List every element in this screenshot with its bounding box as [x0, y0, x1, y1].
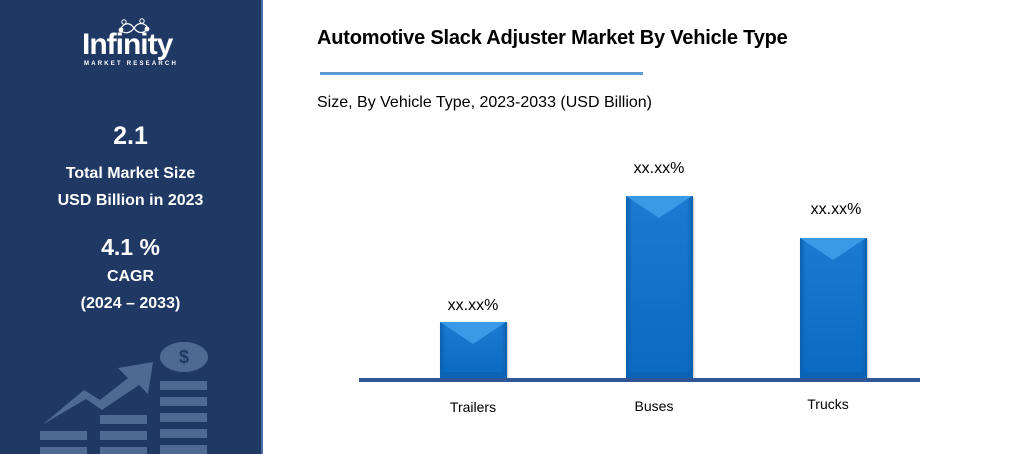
- cagr-value: 4.1 %: [101, 234, 160, 260]
- cagr-period: (2024 – 2033): [80, 295, 181, 312]
- chart-title: Automotive Slack Adjuster Market By Vehi…: [317, 27, 788, 49]
- x-axis-baseline: [359, 378, 920, 382]
- bar-value-label: xx.xx%: [447, 297, 499, 314]
- infinity-logo-icon: [118, 18, 150, 34]
- sidebar-panel: Infinity MARKET RESEARCH 2.1 Total Marke…: [0, 0, 263, 454]
- cagr-label: CAGR: [106, 268, 155, 285]
- brand-tagline: MARKET RESEARCH: [84, 61, 179, 67]
- growth-chart-dollar-icon: $: [40, 342, 208, 454]
- bar-buses: [626, 196, 693, 378]
- bar-trailers: [440, 322, 507, 378]
- category-label: Trailers: [449, 399, 497, 415]
- bar-trucks: [800, 238, 867, 378]
- svg-text:$: $: [179, 347, 189, 367]
- market-size-value: 2.1: [113, 122, 148, 150]
- title-underline: [320, 72, 643, 75]
- brand-logo: Infinity MARKET RESEARCH: [78, 18, 188, 68]
- category-label: Trucks: [807, 396, 849, 412]
- bar-value-label: xx.xx%: [633, 160, 685, 177]
- bar-value-label: xx.xx%: [810, 201, 862, 218]
- brand-name: Infinity: [82, 28, 173, 61]
- category-label: Buses: [634, 398, 674, 414]
- market-size-unit: USD Billion in 2023: [57, 192, 204, 209]
- chart-subtitle: Size, By Vehicle Type, 2023-2033 (USD Bi…: [317, 94, 652, 111]
- market-size-label: Total Market Size: [65, 165, 196, 182]
